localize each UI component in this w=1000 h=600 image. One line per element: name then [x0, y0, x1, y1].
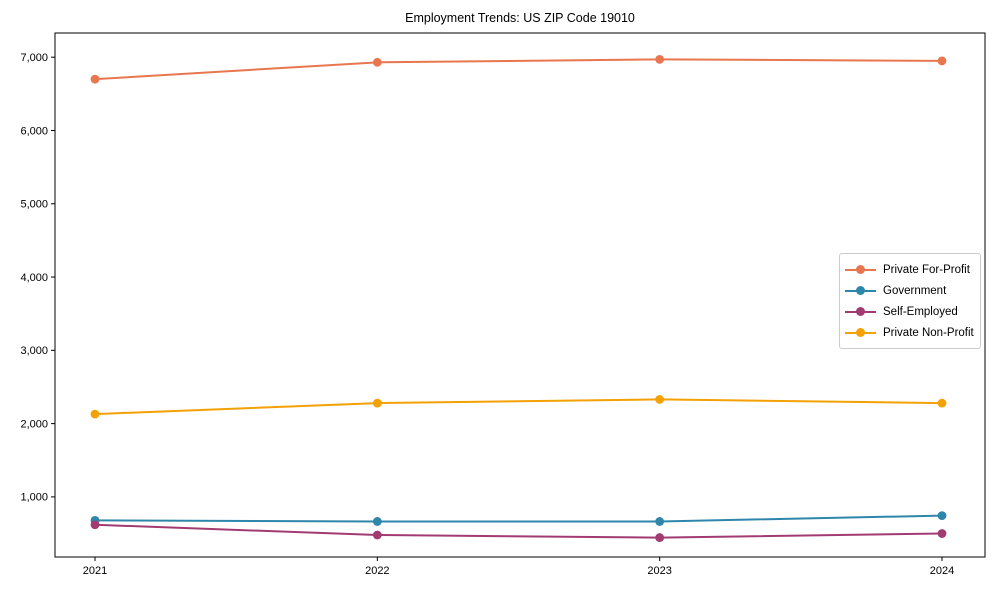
series-line-government	[94, 514, 943, 523]
data-point-private-for-profit-2023	[655, 54, 665, 64]
y-tick-label: 1,000	[20, 492, 48, 504]
legend-marker-government-icon	[845, 286, 876, 296]
legend-item-government: Government	[845, 280, 975, 301]
data-point-self-employed-2024	[937, 529, 947, 538]
data-point-self-employed-2022	[372, 530, 382, 540]
data-point-government-2022	[372, 517, 382, 526]
x-tick-label: 2021	[83, 565, 107, 577]
legend-label: Government	[883, 284, 947, 297]
series-line-self-employed	[94, 523, 943, 539]
data-point-private-for-profit-2024	[937, 56, 947, 66]
data-point-private-non-profit-2022	[372, 398, 382, 408]
x-tick-label: 2022	[365, 565, 389, 577]
legend-label: Self-Employed	[883, 305, 958, 318]
x-tick-label: 2024	[930, 565, 954, 577]
data-point-government-2023	[655, 517, 665, 526]
series-line-private-for-profit	[94, 58, 943, 81]
data-point-private-non-profit-2023	[655, 395, 665, 404]
data-point-private-for-profit-2021	[90, 74, 100, 84]
series-line-private-non-profit	[94, 398, 943, 416]
data-point-government-2024	[937, 511, 947, 520]
data-point-self-employed-2021	[90, 520, 100, 530]
y-tick-label: 5,000	[20, 199, 48, 211]
legend-marker-private-non-profit-icon	[845, 328, 876, 338]
legend-label: Private Non-Profit	[883, 326, 974, 339]
legend-label: Private For-Profit	[883, 263, 970, 276]
legend-marker-private-for-profit-icon	[845, 265, 876, 275]
chart-title: Employment Trends: US ZIP Code 19010	[405, 11, 635, 25]
data-point-self-employed-2023	[655, 533, 665, 542]
y-tick-label: 6,000	[20, 125, 48, 137]
legend-item-private-non-profit: Private Non-Profit	[845, 322, 975, 343]
legend-item-self-employed: Self-Employed	[845, 301, 975, 322]
legend: Private For-Profit Government Self-Employe…	[839, 253, 981, 349]
y-tick-label: 7,000	[20, 52, 48, 64]
data-point-private-non-profit-2021	[90, 409, 100, 419]
data-point-private-for-profit-2022	[372, 57, 382, 67]
legend-item-private-for-profit: Private For-Profit	[845, 259, 975, 280]
plot-border	[54, 32, 986, 558]
y-tick-label: 4,000	[20, 272, 48, 284]
y-tick-label: 3,000	[20, 345, 48, 357]
y-tick-label: 2,000	[20, 418, 48, 430]
x-tick-label: 2023	[647, 565, 671, 577]
data-point-private-non-profit-2024	[937, 398, 947, 408]
legend-marker-self-employed-icon	[845, 307, 876, 317]
